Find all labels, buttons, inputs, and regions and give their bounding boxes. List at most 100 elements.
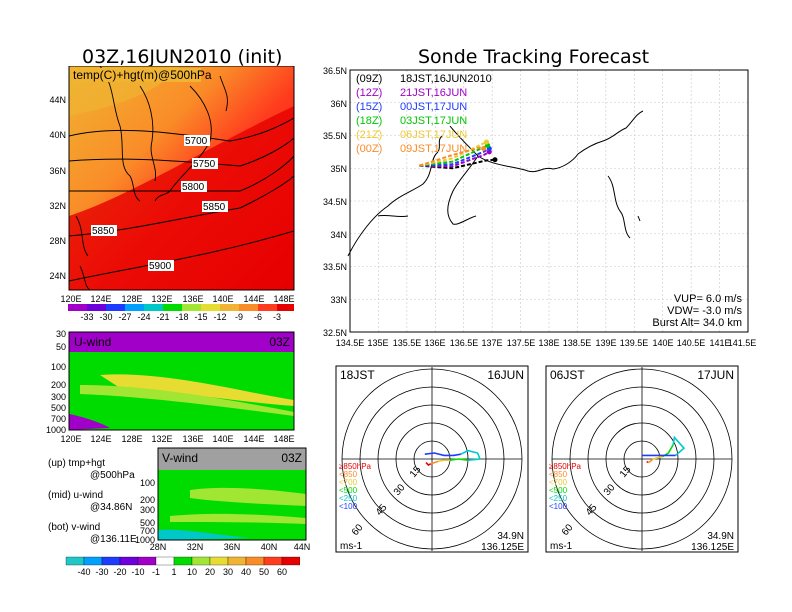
contour-label: 5850 — [203, 202, 226, 213]
hodo-time-right: 16JUN — [487, 368, 524, 382]
u-wind-low — [69, 414, 110, 430]
legend-run: (21Z) — [356, 129, 382, 141]
trajectory-endpoint — [492, 157, 498, 163]
tick-label: 24N — [49, 271, 66, 281]
legend-line: <700 — [339, 478, 358, 487]
colorbar-label: 10 — [187, 567, 197, 577]
colorbar-swatch — [245, 556, 265, 566]
hodo-lon: 136.125E — [691, 542, 734, 553]
warm-band — [69, 106, 294, 290]
tick-label: 32N — [187, 542, 204, 552]
hodo-trace — [424, 449, 482, 466]
tick-label: 1000 — [135, 535, 155, 545]
legend-line: <100 — [339, 502, 358, 511]
info-line: VUP= 6.0 m/s — [674, 293, 743, 305]
tick-label: 139E — [595, 338, 616, 348]
v-wind-yellow — [190, 487, 306, 506]
u-wind-time: 03Z — [269, 335, 290, 349]
tick-label: 120E — [60, 434, 81, 444]
tick-label: 136E — [424, 338, 445, 348]
legend-run: (18Z) — [356, 115, 382, 127]
colorbar-label: -1 — [152, 567, 160, 577]
tick-label: 132E — [151, 434, 172, 444]
contour-label: 5700 — [185, 136, 208, 147]
left-title: 03Z,16JUN2010 (init) — [82, 46, 283, 68]
tick-label: 36N — [49, 166, 66, 176]
tick-label: 36.5N — [323, 66, 347, 76]
hodo-segment — [449, 458, 469, 461]
tick-label: 135E — [367, 338, 388, 348]
colorbar-swatch — [137, 556, 157, 566]
contour-labels: 5700 5750 5800 5850 5850 5900 — [91, 135, 228, 272]
colorbar-label: -33 — [80, 312, 93, 322]
legend-text: 00JST,17JUN — [400, 101, 467, 113]
trajectory-map: (09Z) 18JST,16JUN2010 (12Z) 21JST,16JUN … — [323, 66, 756, 348]
legend-line: <250 — [549, 494, 568, 503]
tick-label: 32N — [49, 201, 66, 211]
note-bot: (bot) v-wind @136.11E — [48, 522, 137, 546]
right-title: Sonde Tracking Forecast — [418, 46, 650, 68]
tick-label: 40N — [49, 130, 66, 140]
tick-label: 148E — [273, 294, 294, 304]
tick-label: 300 — [140, 505, 155, 515]
map-label-bg — [71, 68, 201, 82]
trajectory-line — [419, 147, 490, 167]
tick-label: 124E — [90, 434, 111, 444]
hodo-legend: ≥850hPa <850 <700 <500 <250 <100 — [339, 462, 372, 511]
hodo-rings — [341, 367, 523, 551]
hodo-trace — [642, 435, 686, 464]
tick-label: 30 — [56, 330, 66, 339]
u-wind-jet — [69, 332, 294, 352]
note-line: (mid) u-wind — [48, 490, 104, 501]
tick-label: 36N — [330, 99, 347, 109]
v-wind-label: V-wind — [162, 451, 198, 465]
hodo-time-left: 18JST — [340, 368, 375, 382]
tick-label: 700 — [140, 526, 155, 536]
tick-label: 33.5N — [323, 262, 347, 272]
hodo-time-right: 17JUN — [697, 368, 734, 382]
tick-label: 128E — [121, 434, 142, 444]
tick-label: 141E — [709, 338, 730, 348]
tick-label: 34N — [330, 230, 347, 240]
colorbar-label: -15 — [194, 312, 207, 322]
tick-label: 135.5E — [393, 338, 422, 348]
colorbar-label: -20 — [113, 567, 126, 577]
legend-line: <500 — [549, 486, 568, 495]
legend-line: <850 — [339, 470, 358, 479]
tick-label: 36N — [224, 542, 241, 552]
colorbar-label: -10 — [131, 567, 144, 577]
note-up: (up) tmp+hgt @500hPa — [48, 458, 135, 482]
u-wind-yellow — [100, 374, 294, 406]
tick-label: 124E — [90, 294, 111, 304]
tick-label: 140E — [212, 434, 233, 444]
hodo-segment — [460, 449, 482, 461]
legend-line: <100 — [549, 502, 568, 511]
note-line: @34.86N — [90, 502, 133, 513]
tick-label: 1000 — [46, 425, 66, 435]
tick-label: 34.5N — [323, 197, 347, 207]
colorbar-swatch — [227, 556, 247, 566]
tick-label: 136.5E — [450, 338, 479, 348]
tick-label: 136E — [182, 434, 203, 444]
v-wind-time: 03Z — [281, 451, 302, 465]
colorbar-label: -27 — [118, 312, 131, 322]
tick-label: 137E — [481, 338, 502, 348]
colorbar-label: 50 — [259, 567, 269, 577]
legend-run: (09Z) — [356, 73, 382, 85]
legend-line: ≥850hPa — [339, 462, 372, 471]
v-wind-section: V-wind 03Z 100 200 300 500 700 1000 28N … — [135, 447, 310, 552]
u-wind-light — [80, 385, 294, 416]
v-wind-x-ticks: 28N 32N 36N 40N 44N — [150, 542, 310, 552]
tick-label: 300 — [51, 392, 66, 402]
traj-legend: (09Z) 18JST,16JUN2010 (12Z) 21JST,16JUN … — [356, 73, 492, 155]
trajectory-endpoint — [481, 146, 487, 152]
colorbar-label: -30 — [99, 312, 112, 322]
traj-frame — [349, 69, 749, 333]
tick-label: 140E — [212, 294, 233, 304]
trajectory-lines — [419, 139, 498, 170]
tick-label: 40N — [261, 542, 278, 552]
legend-text: 18JST,16JUN2010 — [400, 73, 492, 85]
legend-line: <850 — [549, 470, 568, 479]
hodo-unit: ms-1 — [340, 541, 363, 552]
colorbar-swatch — [155, 556, 175, 566]
